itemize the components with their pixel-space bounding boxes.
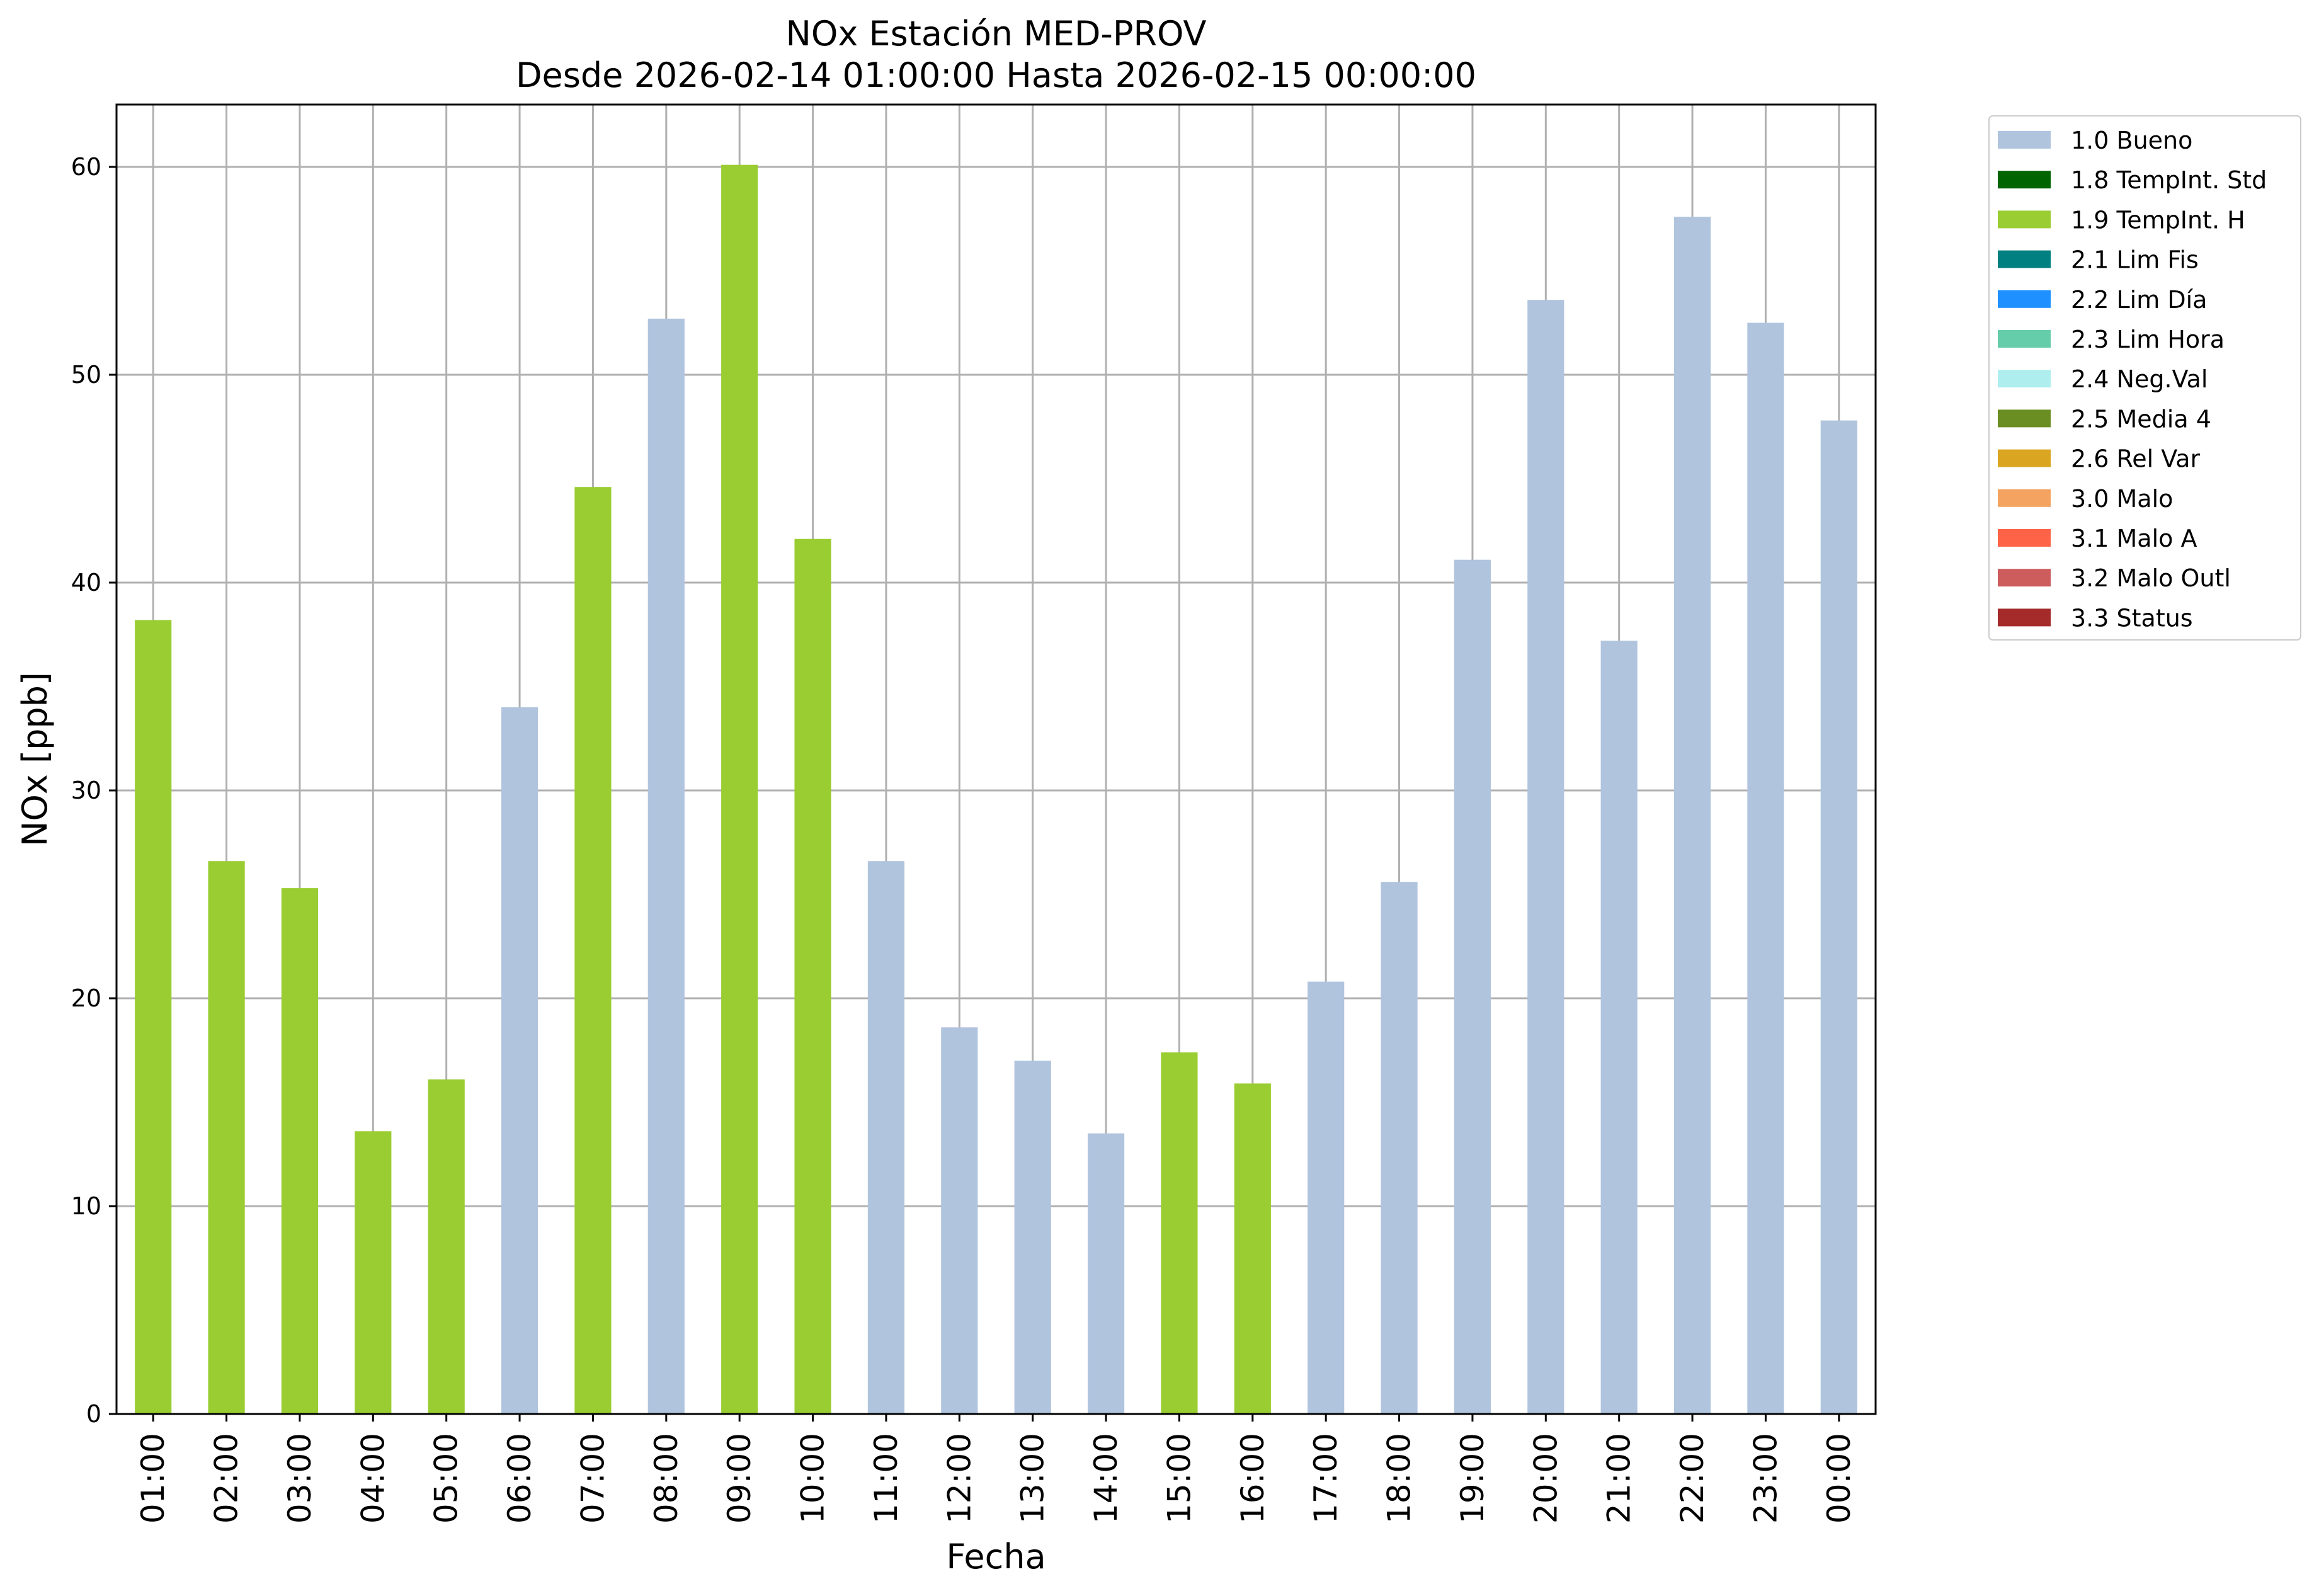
x-tick-label: 12:00: [941, 1433, 977, 1524]
bar-1200: [941, 1027, 978, 1414]
legend-swatch: [1998, 608, 2051, 627]
bar-0400: [355, 1131, 392, 1414]
y-tick-label: 40: [71, 569, 101, 596]
x-tick-label: 13:00: [1015, 1433, 1051, 1524]
legend-swatch: [1998, 210, 2051, 229]
x-axis-ticks: 01:00 02:00 03:00 04:00 05:00 06:00 07:00 08:00…: [135, 1414, 1857, 1524]
y-tick-label: 10: [71, 1192, 101, 1220]
legend-swatch: [1998, 250, 2051, 268]
bar-1500: [1161, 1052, 1198, 1414]
x-tick-label: 06:00: [501, 1433, 538, 1524]
y-tick-label: 20: [71, 984, 101, 1012]
bar-1800: [1381, 882, 1418, 1414]
bar-0900: [721, 164, 758, 1415]
x-tick-label: 05:00: [428, 1433, 465, 1524]
x-tick-label: 23:00: [1747, 1433, 1784, 1524]
x-tick-label: 08:00: [648, 1433, 685, 1524]
x-tick-label: 01:00: [135, 1433, 171, 1524]
chart-subtitle: Desde 2026-02-14 01:00:00 Hasta 2026-02-…: [516, 55, 1476, 95]
bar-0200: [208, 861, 245, 1414]
legend-items: 1.0 Bueno 1.8 TempInt. Std 1.9 TempInt. H 2…: [1998, 127, 2267, 632]
x-tick-label: 18:00: [1381, 1433, 1418, 1524]
bar-0300: [281, 888, 319, 1414]
bar-2300: [1747, 322, 1784, 1414]
legend-swatch: [1998, 489, 2051, 507]
legend: 1.0 Bueno 1.8 TempInt. Std 1.9 TempInt. H 2…: [1988, 115, 2301, 641]
bar-1000: [794, 539, 831, 1415]
bar-0000: [1820, 420, 1857, 1414]
y-axis-ticks: 0 10 20 30 40 50 60: [71, 153, 117, 1428]
legend-swatch: [1998, 370, 2051, 388]
x-tick-label: 14:00: [1088, 1433, 1124, 1524]
y-tick-label: 60: [71, 153, 101, 181]
bar-0100: [135, 620, 172, 1414]
x-tick-label: 19:00: [1454, 1433, 1491, 1524]
x-tick-label: 20:00: [1527, 1433, 1564, 1524]
bar-layer: [135, 164, 1857, 1415]
chart-title: NOx Estación MED-PROV: [785, 14, 1206, 54]
x-tick-label: 07:00: [574, 1433, 611, 1524]
legend-box: [1988, 115, 2301, 641]
bar-1900: [1454, 559, 1491, 1415]
x-tick-label: 21:00: [1601, 1433, 1638, 1524]
bar-1400: [1087, 1133, 1125, 1414]
x-tick-label: 17:00: [1308, 1433, 1344, 1524]
legend-label: 1.9 TempInt. H: [2071, 206, 2245, 234]
bar-0800: [647, 318, 685, 1414]
plot-frame: [115, 103, 1877, 1415]
bar-2100: [1600, 641, 1638, 1414]
x-tick-label: 16:00: [1234, 1433, 1271, 1524]
bar-0700: [574, 487, 612, 1415]
bar-1600: [1234, 1083, 1271, 1414]
bar-1700: [1308, 981, 1345, 1414]
bar-2200: [1673, 217, 1711, 1415]
legend-label: 2.1 Lim Fis: [2071, 246, 2199, 274]
x-tick-label: 00:00: [1821, 1433, 1857, 1524]
x-tick-label: 10:00: [795, 1433, 831, 1524]
legend-label: 2.5 Media 4: [2071, 405, 2211, 433]
x-tick-label: 09:00: [721, 1433, 758, 1524]
legend-label: 2.4 Neg.Val: [2071, 365, 2208, 393]
bar-0500: [428, 1079, 465, 1414]
x-tick-label: 03:00: [282, 1433, 318, 1524]
legend-swatch: [1998, 569, 2051, 587]
legend-swatch: [1998, 290, 2051, 308]
bar-1300: [1014, 1061, 1051, 1414]
bar-1100: [867, 861, 905, 1414]
x-tick-label: 11:00: [868, 1433, 904, 1524]
legend-label: 2.3 Lim Hora: [2071, 326, 2225, 353]
x-tick-label: 04:00: [355, 1433, 391, 1524]
legend-label: 1.0 Bueno: [2071, 127, 2192, 154]
y-tick-label: 30: [71, 777, 101, 804]
legend-label: 1.8 TempInt. Std: [2071, 166, 2267, 194]
legend-swatch: [1998, 529, 2051, 547]
y-axis-label: NOx [ppb]: [15, 672, 55, 846]
legend-swatch: [1998, 449, 2051, 467]
y-tick-label: 50: [71, 361, 101, 389]
legend-swatch: [1998, 131, 2051, 149]
legend-swatch: [1998, 409, 2051, 428]
x-tick-label: 22:00: [1674, 1433, 1711, 1524]
legend-label: 3.0 Malo: [2071, 485, 2173, 513]
legend-label: 2.6 Rel Var: [2071, 445, 2201, 473]
bar-2000: [1527, 300, 1564, 1415]
legend-label: 3.1 Malo A: [2071, 525, 2197, 552]
legend-label: 2.2 Lim Día: [2071, 286, 2207, 314]
bar-0600: [501, 707, 538, 1414]
legend-label: 3.2 Malo Outl: [2071, 564, 2231, 592]
legend-swatch: [1998, 330, 2051, 348]
x-tick-label: 02:00: [208, 1433, 245, 1524]
legend-swatch: [1998, 171, 2051, 189]
x-tick-label: 15:00: [1161, 1433, 1197, 1524]
y-tick-label: 0: [86, 1400, 101, 1428]
legend-label: 3.3 Status: [2071, 604, 2193, 632]
x-axis-label: Fecha: [946, 1537, 1046, 1576]
